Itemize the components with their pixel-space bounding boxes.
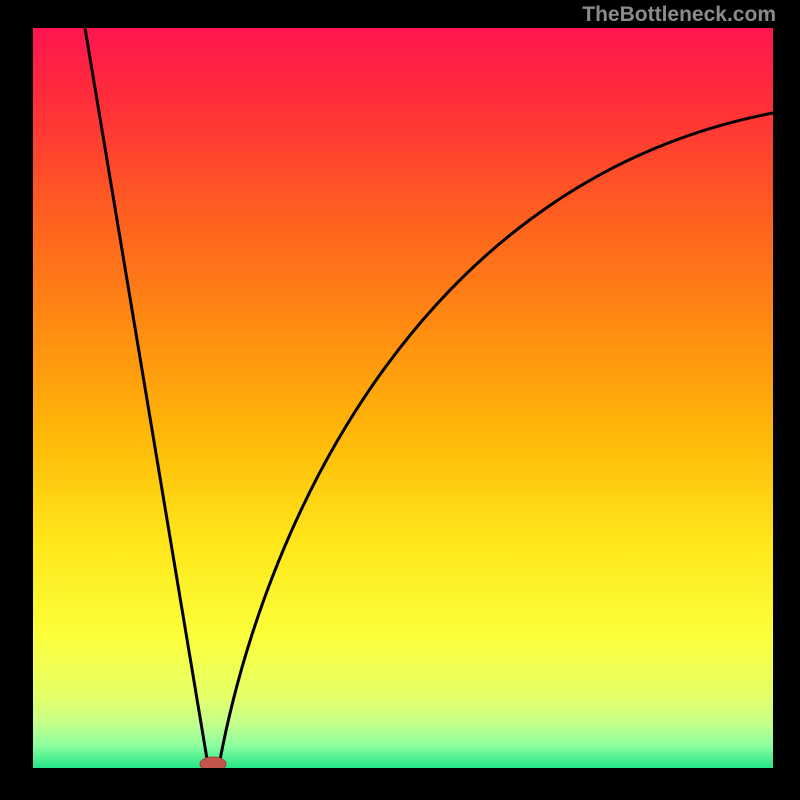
curve-left-branch [85, 28, 208, 765]
watermark-text: TheBottleneck.com [582, 3, 776, 27]
curve-right-branch [219, 113, 773, 765]
chart-container: TheBottleneck.com [0, 0, 800, 800]
bottleneck-curve [33, 28, 773, 768]
plot-area [33, 28, 773, 768]
optimal-point-marker [200, 757, 226, 768]
